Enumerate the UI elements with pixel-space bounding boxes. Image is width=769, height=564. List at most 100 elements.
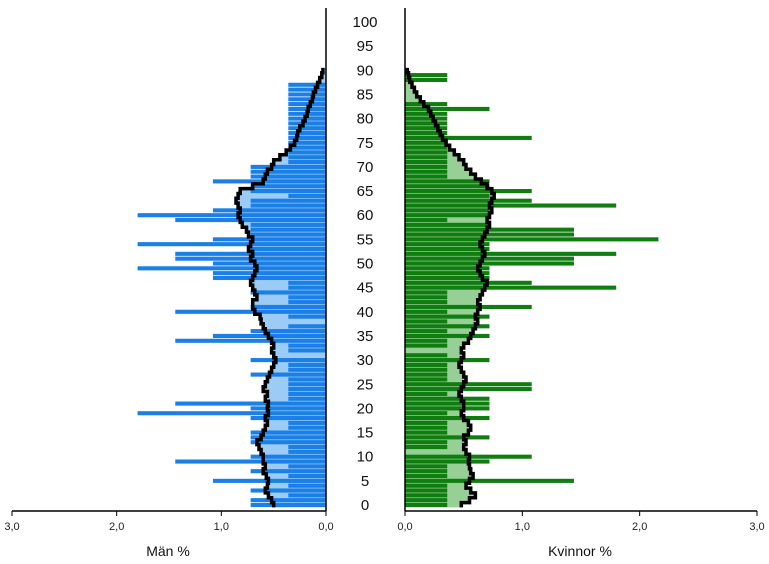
men-bar-age-44 xyxy=(250,290,326,295)
men-bar-age-52 xyxy=(175,251,326,256)
men-bar-age-59 xyxy=(175,217,326,223)
men-bar-age-9 xyxy=(175,459,326,464)
women-bar-age-73 xyxy=(405,150,448,155)
men-bar-age-72 xyxy=(288,155,327,160)
men-bar-age-41 xyxy=(250,304,326,310)
women-bar-age-45 xyxy=(405,285,617,290)
women-bar-age-59 xyxy=(405,217,448,223)
men-bar-age-15 xyxy=(250,430,326,435)
men-bar-age-26 xyxy=(288,377,327,382)
women-bar-age-72 xyxy=(405,155,448,160)
men-bar-age-64 xyxy=(288,193,327,198)
women-bar-age-31 xyxy=(405,353,448,358)
men-bar-age-34 xyxy=(175,338,326,343)
women-bar-age-41 xyxy=(405,304,532,310)
women-bar-age-9 xyxy=(405,459,490,464)
men-bar-age-63 xyxy=(250,198,326,203)
women-bar-age-7 xyxy=(405,469,448,474)
women-bar-age-88 xyxy=(405,77,448,83)
age-tick-label: 65 xyxy=(357,183,374,200)
men-bar-age-84 xyxy=(288,97,327,102)
women-bar-age-68 xyxy=(405,174,448,179)
women-bar-age-51 xyxy=(405,256,574,261)
men-bar-age-22 xyxy=(288,396,327,401)
women-bar-age-75 xyxy=(405,140,448,145)
women-bar-age-69 xyxy=(405,169,448,174)
women-bar-age-40 xyxy=(405,309,448,314)
men-bar-age-21 xyxy=(175,401,326,406)
women-bar-age-26 xyxy=(405,377,448,382)
women-bar-age-28 xyxy=(405,367,448,372)
age-tick-label: 10 xyxy=(357,449,374,466)
women-bar-age-46 xyxy=(405,280,532,285)
women-bar-age-38 xyxy=(405,319,448,324)
women-bar-age-27 xyxy=(405,372,448,377)
women-bar-age-43 xyxy=(405,295,448,300)
women-bar-age-65 xyxy=(405,188,532,194)
men-bar-age-39 xyxy=(288,314,327,319)
women-bar-age-57 xyxy=(405,227,574,232)
men-bar-age-36 xyxy=(250,329,326,334)
women-bar-age-49 xyxy=(405,266,490,271)
women-bar-age-79 xyxy=(405,121,448,126)
women-bar-age-60 xyxy=(405,213,490,218)
men-bar-age-46 xyxy=(288,280,327,285)
women-bar-age-19 xyxy=(405,411,448,416)
women-bar-age-18 xyxy=(405,416,490,421)
women-bar-age-61 xyxy=(405,208,490,213)
men-bar-age-49 xyxy=(137,266,326,271)
women-bar-age-12 xyxy=(405,444,448,450)
women-bar-age-2 xyxy=(405,493,448,498)
men-bar-age-27 xyxy=(250,372,326,377)
men-bar-age-76 xyxy=(288,135,327,140)
women-bar-age-17 xyxy=(405,420,448,425)
men-bar-age-54 xyxy=(137,242,326,247)
men-bar-age-29 xyxy=(288,362,327,367)
men-bar-age-79 xyxy=(288,121,327,126)
men-bar-age-8 xyxy=(288,464,327,469)
age-tick-label: 95 xyxy=(357,38,374,55)
women-bar-age-42 xyxy=(405,300,448,305)
age-tick-label: 45 xyxy=(357,280,374,297)
women-bar-age-74 xyxy=(405,145,448,150)
women-bar-age-16 xyxy=(405,425,448,430)
women-bar-age-81 xyxy=(405,111,448,116)
women-bar-age-55 xyxy=(405,237,659,242)
age-tick-label: 55 xyxy=(357,231,374,248)
men-bar-age-73 xyxy=(288,150,327,155)
men-bar-age-16 xyxy=(288,425,327,430)
women-bar-age-77 xyxy=(405,131,448,136)
men-bar-age-32 xyxy=(288,348,327,353)
women-bar-age-20 xyxy=(405,406,490,411)
men-bar-age-77 xyxy=(288,131,327,136)
men-bar-age-7 xyxy=(250,469,326,474)
men-bar-age-20 xyxy=(250,406,326,411)
men-bar-age-85 xyxy=(288,92,327,97)
women-panel: 0,0 1,0 2,0 3,0 xyxy=(397,8,765,533)
age-tick-label: 85 xyxy=(357,86,374,103)
men-bar-age-78 xyxy=(288,126,327,131)
men-bar-age-55 xyxy=(212,237,327,242)
men-bar-age-18 xyxy=(250,416,326,421)
men-bar-age-65 xyxy=(250,188,326,194)
men-bar-age-48 xyxy=(212,271,327,276)
men-bar-age-71 xyxy=(288,160,327,165)
men-bar-age-83 xyxy=(288,102,327,107)
men-bar-age-69 xyxy=(250,169,326,174)
women-bar-age-80 xyxy=(405,116,448,121)
women-bar-age-15 xyxy=(405,430,448,435)
men-bar-age-67 xyxy=(212,179,327,184)
men-bar-age-86 xyxy=(288,87,327,92)
women-bar-age-56 xyxy=(405,232,574,237)
men-reference-line xyxy=(234,67,325,508)
women-bar-age-36 xyxy=(405,329,448,334)
men-xlabel: Män % xyxy=(146,543,190,559)
men-bar-age-1 xyxy=(250,498,326,503)
men-bar-age-4 xyxy=(288,483,327,488)
men-bar-age-40 xyxy=(175,309,326,314)
age-tick-label: 60 xyxy=(357,207,374,224)
age-tick-label: 80 xyxy=(357,111,374,128)
men-bar-age-80 xyxy=(288,116,327,121)
women-bar-age-48 xyxy=(405,271,490,276)
men-bar-age-12 xyxy=(288,444,327,450)
